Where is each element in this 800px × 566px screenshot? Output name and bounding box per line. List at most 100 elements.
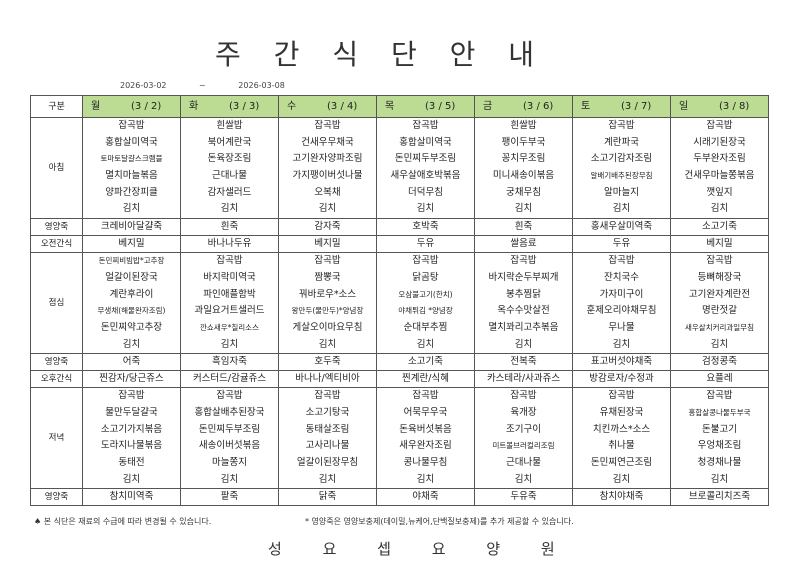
menu-item: 잡곡밥 (314, 120, 341, 131)
menu-item: 새우살치커리과일무침 (685, 322, 754, 332)
date-separator: ~ (199, 81, 206, 90)
menu-item: 파인애플함박 (203, 288, 256, 300)
menu-item: 짬뽕국 (314, 271, 341, 283)
menu-item: 치킨까스*소스 (592, 423, 651, 435)
day-header: 금 (3 / 6) (474, 95, 573, 118)
meal-cell: 잡곡밥 닭곰탕 오삼불고기(한치) 야채튀김 *양념장 순대부추찜 김치 (376, 252, 475, 355)
menu-item: 김치 (710, 338, 729, 350)
menu-item: 김치 (122, 338, 141, 350)
menu-item: 알마늘지 (604, 186, 639, 198)
menu-item: 가자미구이 (599, 288, 644, 300)
weekday: 수 (287, 100, 297, 112)
menu-item: 고기완자양파조림 (292, 153, 363, 165)
meal-cell: 잡곡밥 짬뽕국 꿔바로우*소스 왕만두(물만두)*양념장 게살오이마요무침 김치 (278, 252, 377, 355)
menu-item: 찐감자/당근쥬스 (82, 370, 181, 389)
menu-item: 김치 (514, 203, 533, 215)
menu-item: 근대나물 (212, 170, 247, 182)
menu-item: 소고기탕국 (305, 406, 350, 418)
header-row: 구분 월 (3 / 2) 화 (3 / 3) 수 (3 / 4) 목 (3 / 5) 금 (3 / … (30, 95, 769, 118)
menu-item: 카스테라/사과쥬스 (474, 370, 573, 389)
row-label: 영양죽 (30, 353, 83, 372)
weekday: 화 (189, 100, 199, 112)
row-label: 아침 (30, 116, 83, 220)
meal-cell: 잡곡밥 바지락순두부찌개 봉추찜닭 옥수수맛살전 멸치꽈리고추볶음 김치 (474, 252, 573, 355)
menu-item: 참치야채죽 (572, 488, 671, 507)
meal-cell: 잡곡밥 홍합살콩나물두부국 돈불고기 우엉채조림 청경채나물 김치 (670, 387, 769, 490)
menu-item: 깻잎지 (706, 186, 733, 198)
meal-cell: 잡곡밥 홍합살미역국 토마토달걀스크램블 멸치마늘볶음 양파간장피클 김치 (82, 116, 181, 220)
menu-item: 근대나물 (506, 457, 541, 468)
meal-cell: 잡곡밥 물만두달걀국 소고기가지볶음 도라지나물볶음 동태전 김치 (82, 387, 181, 490)
menu-item: 김치 (122, 473, 141, 485)
dinner-row: 저녁 잡곡밥 물만두달걀국 소고기가지볶음 도라지나물볶음 동태전 김치 잡곡밥 홍합살배추된장… (30, 387, 769, 490)
menu-item: 잡곡밥 (216, 255, 243, 267)
menu-item: 옥수수맛살전 (497, 305, 550, 317)
meal-cell: 잡곡밥 유채된장국 치킨까스*소스 취나물 돈민찌연근조림 김치 (572, 387, 671, 490)
menu-item: 계란후라이 (109, 288, 154, 300)
menu-item: 무생채(해물완자조림) (97, 306, 166, 316)
menu-item: 김치 (318, 338, 337, 350)
day-date: (3 / 7) (621, 100, 652, 112)
day-header: 화 (3 / 3) (180, 95, 279, 118)
menu-item: 요플레 (670, 370, 769, 389)
menu-item: 잡곡밥 (412, 255, 439, 267)
porridge3-row: 영양죽 참치미역죽 팥죽 닭죽 야채죽 두유죽 참치야채죽 브로콜리치즈죽 (30, 488, 769, 507)
menu-item: 흰죽 (474, 218, 573, 237)
row-label: 오전간식 (30, 235, 83, 254)
menu-item: 김치 (612, 203, 631, 215)
day-date: (3 / 3) (229, 100, 260, 112)
meal-cell: 잡곡밥 등뼈해장국 고기완자계란전 명란젓갈 새우살치커리과일무침 김치 (670, 252, 769, 355)
menu-item: 쌀음료 (474, 235, 573, 254)
menu-item: 홍합살미역국 (105, 136, 158, 148)
menu-item: 육개장 (510, 406, 537, 418)
meal-cell: 돈민찌비빔밥*고추장 얼갈이된장국 계란후라이 무생채(해물완자조림) 돈민찌약고추장 김… (82, 252, 181, 355)
menu-item: 얼갈이된장무침 (296, 457, 359, 468)
menu-item: 오복채 (314, 186, 341, 198)
menu-item: 토마토달걀스크램블 (100, 154, 163, 164)
menu-item: 과일요거트샐러드 (194, 305, 265, 317)
menu-item: 북어계란국 (207, 136, 252, 148)
menu-item: 닭죽 (278, 488, 377, 507)
day-date: (3 / 6) (523, 100, 554, 112)
weekday: 토 (581, 100, 591, 112)
menu-item: 흰쌀밥 (216, 120, 243, 131)
menu-item: 동태살조림 (305, 423, 350, 435)
page-title: 주 간 식 단 안 내 (215, 38, 547, 71)
menu-item: 궁채무침 (506, 186, 541, 198)
menu-item: 돈육장조림 (207, 153, 252, 165)
menu-item: 검정콩죽 (670, 353, 769, 372)
menu-item: 소고기감자조림 (590, 153, 653, 165)
menu-item: 흑임자죽 (180, 353, 279, 372)
menu-item: 흰죽 (180, 218, 279, 237)
menu-item: 김치 (220, 473, 239, 485)
porridge1-row: 영양죽 크레비아달걀죽 흰죽 감자죽 호박죽 흰죽 홍새우살미역죽 소고기죽 (30, 218, 769, 237)
menu-item: 양파간장피클 (105, 186, 158, 198)
menu-item: 건새우마늘쫑볶음 (684, 170, 755, 182)
menu-item: 찐계란/식혜 (376, 370, 475, 389)
menu-item: 김치 (318, 473, 337, 485)
menu-item: 표고버섯야채죽 (572, 353, 671, 372)
menu-item: 잡곡밥 (510, 255, 537, 267)
menu-item: 홍합살미역국 (399, 136, 452, 148)
menu-item: 감자샐러드 (207, 186, 252, 198)
am_snack-row: 오전간식 베지밀 바나나두유 베지밀 두유 쌀음료 두유 베지밀 (30, 235, 769, 254)
category-header: 구분 (30, 95, 83, 118)
menu-table: 구분 월 (3 / 2) 화 (3 / 3) 수 (3 / 4) 목 (3 / 5) 금 (3 / … (30, 95, 769, 507)
menu-item: 잡곡밥 (412, 120, 439, 131)
menu-item: 닭곰탕 (412, 271, 439, 283)
menu-item: 조기구이 (506, 423, 541, 435)
menu-item: 김치 (416, 338, 435, 350)
day-header: 수 (3 / 4) (278, 95, 377, 118)
pm_snack-row: 오후간식 찐감자/당근쥬스 커스터드/감귤쥬스 바나나/엑티비아 찐계란/식혜 카스테라/… (30, 370, 769, 389)
meal-cell: 잡곡밥 홍합살배추된장국 돈민찌두부조림 새송이버섯볶음 마늘쫑지 김치 (180, 387, 279, 490)
menu-item: 돈민찌연근조림 (590, 457, 653, 468)
meal-cell: 잡곡밥 어묵무우국 돈육버섯볶음 새우완자조림 콩나물무침 김치 (376, 387, 475, 490)
day-date: (3 / 5) (425, 100, 456, 112)
menu-item: 고기완자계란전 (688, 288, 751, 300)
meal-cell: 잡곡밥 잔치국수 가자미구이 훈제오리야채무침 무나물 김치 (572, 252, 671, 355)
menu-item: 돈민찌약고추장 (100, 321, 163, 333)
menu-item: 팽이두부국 (501, 136, 546, 148)
facility-name: 성 요 셉 요 양 원 (268, 540, 573, 558)
menu-item: 김치 (220, 203, 239, 215)
